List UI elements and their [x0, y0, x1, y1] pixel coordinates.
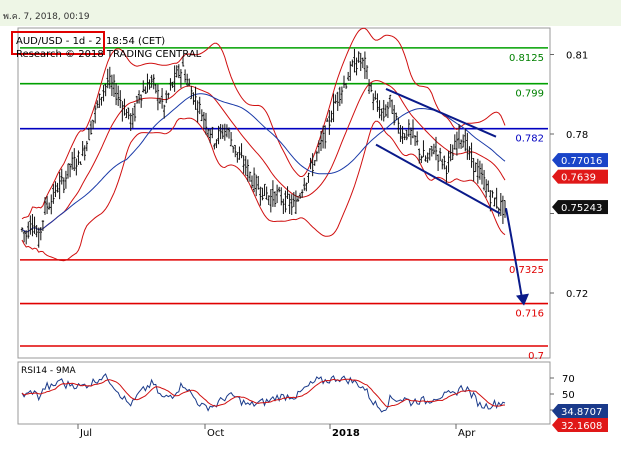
trend-channel — [375, 88, 529, 306]
rsi-badge-321608: 32.1608 — [552, 418, 608, 432]
level-07-label: 0.7 — [528, 351, 544, 362]
chart-copyright: Research © 2018 TRADING CENTRAL — [16, 49, 202, 60]
title-highlight-box — [11, 31, 105, 55]
rsi-axis-label: 50 — [562, 390, 575, 401]
chart-title: AUD/USD - 1d - 2 — [16, 36, 102, 47]
level-08125-label: 0.8125 — [509, 53, 544, 64]
level-0716-label: 0.716 — [515, 309, 544, 320]
projection-arrow-head — [516, 293, 529, 306]
rsi-axis-label: 70 — [562, 374, 575, 385]
chart-time: 18:54 (CET) — [106, 36, 165, 47]
price-axis-label: 0.78 — [566, 130, 588, 141]
projection-arrow-line — [505, 208, 523, 299]
time-axis: Jul Oct 2018 Apr — [77, 424, 476, 439]
time-axis-label: Oct — [207, 428, 224, 439]
price-axis-label: 0.72 — [566, 289, 588, 300]
price-axis: 0.81 0.78 0.72 — [550, 51, 588, 300]
main-panel — [17, 27, 551, 359]
time-axis-label: Apr — [458, 428, 476, 439]
time-axis-label: Jul — [79, 428, 92, 439]
svg-text:0.77016: 0.77016 — [561, 156, 602, 167]
svg-text:32.1608: 32.1608 — [561, 421, 602, 432]
moving-average-20 — [21, 80, 506, 233]
channel-lower-line — [375, 143, 501, 215]
bollinger-upper — [21, 27, 506, 220]
price-axis-label: 0.81 — [566, 51, 588, 62]
rsi-title: RSI14 - 9MA — [21, 366, 77, 376]
level-0799-label: 0.799 — [515, 89, 544, 100]
time-axis-label: 2018 — [332, 428, 360, 439]
rsi-line — [21, 373, 506, 413]
svg-text:34.8707: 34.8707 — [561, 407, 602, 418]
channel-upper-line — [385, 88, 497, 138]
price-badges: 0.77016 0.7639 0.75243 — [552, 153, 608, 215]
rsi-panel — [17, 361, 551, 425]
date-label: พ.ค. 7, 2018, 00:19 — [3, 12, 90, 22]
rsi-ma-line — [21, 378, 506, 408]
badge-077016: 0.77016 — [552, 153, 608, 168]
svg-text:0.75243: 0.75243 — [561, 203, 602, 214]
level-0782-label: 0.782 — [515, 134, 544, 145]
badge-07639: 0.7639 — [552, 169, 608, 184]
top-bar: พ.ค. 7, 2018, 00:19 — [0, 0, 621, 26]
badge-075243: 0.75243 — [552, 200, 608, 215]
candlesticks — [20, 48, 507, 248]
support-resistance-levels: 0.8125 0.799 0.782 0.7325 0.716 0.7 — [20, 47, 548, 362]
svg-text:0.7639: 0.7639 — [561, 173, 596, 184]
level-07325-label: 0.7325 — [509, 265, 544, 276]
moving-average-50 — [21, 93, 506, 233]
rsi-badge-348707: 34.8707 — [552, 404, 608, 418]
